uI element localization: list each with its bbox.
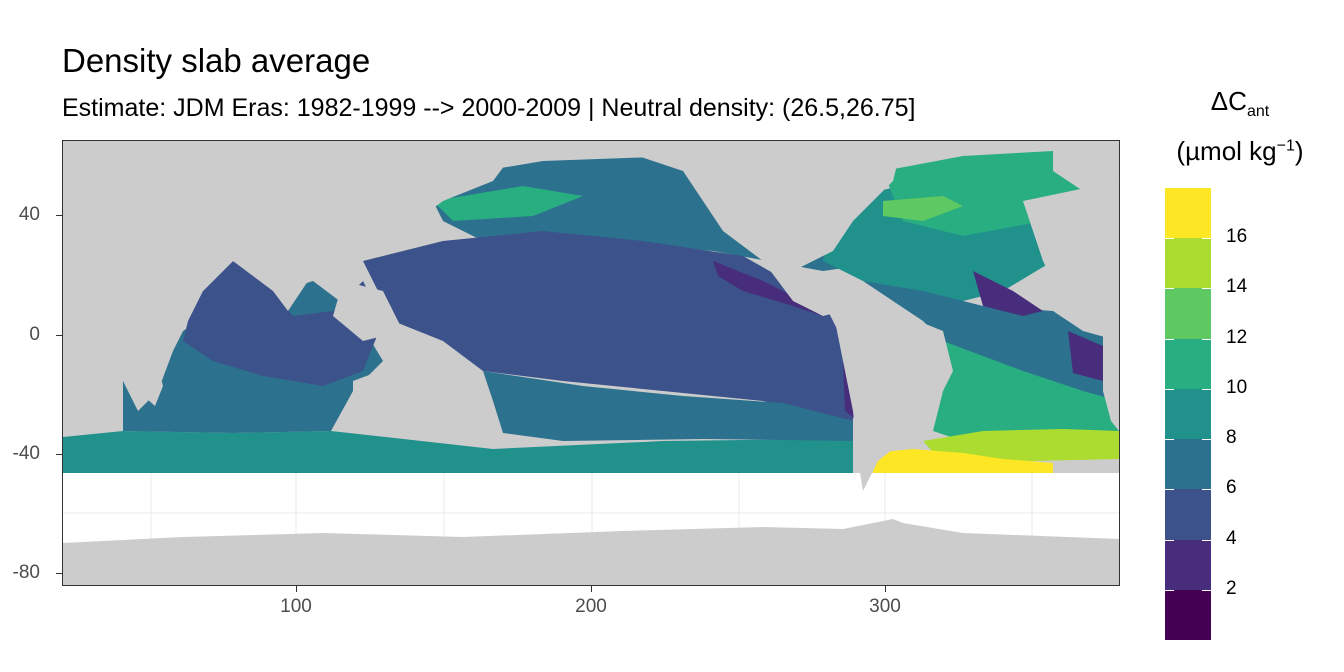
africa (123, 141, 333, 411)
south-pacific (483, 371, 853, 441)
antarctica (63, 519, 1119, 585)
legend-units: (µmol kg−1) (1150, 136, 1330, 167)
legend-tick (1202, 489, 1211, 491)
legend-tick (1202, 388, 1211, 390)
y-tick-mark (56, 215, 62, 216)
ocean-southern-band (63, 431, 853, 473)
plot-subtitle: Estimate: JDM Eras: 1982-1999 --> 2000-2… (62, 94, 916, 122)
indian-ocean-north (183, 261, 383, 386)
south-atlantic (933, 341, 1119, 441)
legend-label: 10 (1226, 376, 1248, 398)
legend-color-step (1165, 338, 1211, 390)
legend-label: 2 (1226, 577, 1237, 599)
legend-tick (1165, 238, 1174, 240)
map-panel (62, 140, 1120, 586)
legend-label: 4 (1226, 527, 1237, 549)
atlantic-low-east (1068, 331, 1103, 381)
legend-label: 14 (1226, 276, 1248, 298)
ocean-map (63, 141, 1119, 585)
legend-tick (1202, 539, 1211, 541)
y-tick-mark (56, 335, 62, 336)
legend-tick (1165, 338, 1174, 340)
india (263, 251, 308, 311)
legend-color-step (1165, 388, 1211, 440)
southeast-asia (333, 281, 403, 341)
australia (353, 361, 473, 441)
madagascar (147, 366, 163, 406)
legend-label: 12 (1226, 326, 1248, 348)
y-tick-label: -80 (12, 562, 40, 583)
legend-tick (1165, 388, 1174, 390)
legend-color-step (1165, 589, 1211, 641)
legend-colorbar (1165, 188, 1211, 641)
legend-units-superscript: −1 (1276, 137, 1295, 155)
y-tick-label: -40 (12, 443, 40, 464)
legend-label: 6 (1226, 477, 1237, 499)
legend-tick (1165, 288, 1174, 290)
legend-tick (1202, 338, 1211, 340)
x-tick-mark (296, 586, 297, 592)
africa-west (1023, 181, 1119, 326)
y-tick-label: 40 (18, 204, 40, 225)
x-tick-label: 100 (280, 596, 312, 617)
x-tick-mark (885, 586, 886, 592)
legend-tick (1202, 439, 1211, 441)
y-tick-mark (56, 573, 62, 574)
legend-label: 16 (1226, 226, 1248, 248)
legend-units-prefix: (µmol kg (1176, 136, 1277, 166)
greenland (1053, 141, 1119, 191)
north-america (543, 141, 903, 271)
legend-color-step (1165, 489, 1211, 541)
legend-tick (1165, 589, 1174, 591)
south-atlantic-yellow (873, 449, 1053, 473)
legend-units-suffix: ) (1294, 136, 1304, 166)
legend-label: 8 (1226, 427, 1237, 449)
south-america (833, 311, 953, 491)
legend-subscript: ant (1246, 103, 1270, 121)
legend-color-step (1165, 539, 1211, 591)
legend-color-step (1165, 238, 1211, 289)
legend-title: ΔCant (1150, 86, 1330, 121)
x-tick-mark (591, 586, 592, 592)
legend-color-step (1165, 439, 1211, 490)
plot-title: Density slab average (62, 42, 371, 79)
tropical-atlantic (863, 281, 1119, 401)
north-pacific-green (433, 186, 583, 221)
legend-color-step (1165, 188, 1211, 239)
atlantic-low (973, 271, 1043, 316)
y-tick-mark (56, 454, 62, 455)
asia (303, 141, 523, 281)
legend-tick (1202, 589, 1211, 591)
y-tick-label: 0 (29, 324, 40, 345)
north-atlantic-lightgreen (883, 196, 963, 221)
legend-tick (1202, 238, 1211, 240)
central-america (763, 261, 843, 316)
legend-symbol: ΔC (1210, 86, 1247, 116)
legend-tick (1165, 539, 1174, 541)
x-tick-label: 200 (575, 596, 607, 617)
x-tick-label: 300 (869, 596, 901, 617)
legend-tick (1165, 439, 1174, 441)
africa-south (1103, 326, 1119, 431)
legend-tick (1165, 489, 1174, 491)
legend-color-step (1165, 288, 1211, 340)
legend-tick (1202, 288, 1211, 290)
